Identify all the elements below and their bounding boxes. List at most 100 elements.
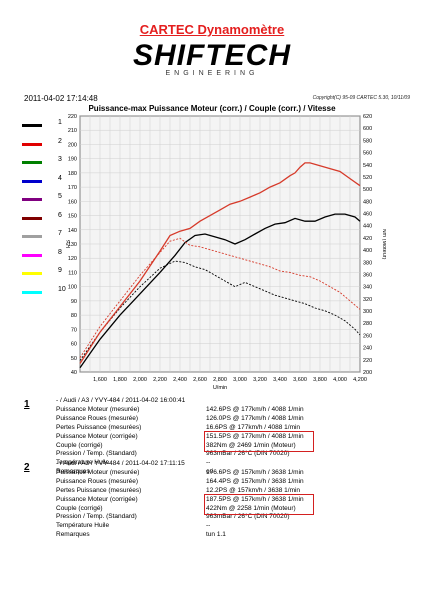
y-tick-label: 220 [68, 114, 77, 120]
legend-number: 1 [58, 119, 62, 126]
series-line [79, 213, 361, 369]
run-field-label: Puissance Moteur (mesurée) [56, 468, 140, 476]
y2-tick-label: 420 [363, 236, 372, 242]
y2-tick-label: 360 [363, 272, 372, 278]
y2-tick-label: 460 [363, 212, 372, 218]
shiftech-logo: SHIFTECH ENGINEERING [0, 39, 424, 78]
y-tick-label: 70 [71, 327, 77, 333]
logo-wordmark: SHIFTECH [133, 39, 291, 72]
y2-tick-label: 560 [363, 151, 372, 157]
y2-tick-label: 320 [363, 297, 372, 303]
y-tick-label: 160 [68, 199, 77, 205]
run-field-value: -- [206, 522, 211, 530]
run-field-value: 382Nm @ 2469 1/min (Moteur) [206, 441, 296, 449]
legend-item: 1 [18, 118, 66, 137]
run-field-label: Couple (corrigé) [56, 441, 103, 449]
legend-number: 10 [58, 285, 66, 293]
y-tick-label: 50 [71, 356, 77, 362]
y-tick-label: 190 [68, 157, 77, 163]
run-field-value: 176.6PS @ 157km/h / 3638 1/min [206, 468, 304, 476]
y2-tick-label: 240 [363, 346, 372, 352]
y-tick-label: 100 [68, 285, 77, 291]
y2-tick-label: 220 [363, 358, 372, 364]
timestamp: 2011-04-02 17:14:48 [24, 94, 98, 103]
legend-swatch [22, 179, 42, 183]
highlight-box [204, 431, 314, 452]
run-field-value: -- [206, 459, 211, 467]
y2-tick-label: 300 [363, 309, 372, 315]
series-line [79, 237, 361, 359]
x-tick-label: 4,200 [353, 377, 367, 383]
run-field-label: Pression / Temp. (Standard) [56, 513, 137, 521]
legend-item: 4 [18, 174, 66, 193]
legend-number: 6 [58, 211, 62, 219]
y2-axis-label: Nm (Moteur) [381, 229, 386, 260]
run-field-label: Température Huile [56, 459, 110, 467]
legend-item: 10 [18, 285, 66, 304]
legend-item: 6 [18, 211, 66, 230]
x-tick-label: 3,000 [233, 377, 247, 383]
y2-tick-label: 500 [363, 187, 372, 193]
run-header: - / Audi / A3 / YVY-484 / 2011-04-02 17:… [56, 460, 185, 467]
y-tick-label: 120 [68, 256, 77, 262]
chart-title: Puissance-max Puissance Moteur (corr.) /… [88, 104, 336, 113]
legend-number: 8 [58, 248, 62, 256]
run-field-value: ori [206, 468, 214, 476]
y2-tick-label: 480 [363, 199, 372, 205]
run-field-value: 422Nm @ 2258 1/min (Moteur) [206, 504, 296, 512]
run-field-value: 187.5PS @ 157km/h / 3638 1/min [206, 495, 304, 503]
x-tick-label: 3,600 [293, 377, 307, 383]
run-field-value: 16.6PS @ 177km/h / 4088 1/min [206, 423, 301, 431]
legend-swatch [22, 124, 42, 127]
run-number: 1 [24, 399, 30, 410]
y2-tick-label: 280 [363, 321, 372, 327]
y-tick-label: 200 [68, 142, 77, 148]
y2-tick-label: 260 [363, 333, 372, 339]
legend-swatch [22, 290, 42, 294]
x-tick-label: 2,600 [193, 377, 207, 383]
x-tick-label: 3,800 [313, 377, 327, 383]
run-field-value: 126.0PS @ 177km/h / 4088 1/min [206, 414, 304, 422]
x-tick-label: 3,200 [253, 377, 267, 383]
highlight-box [204, 494, 314, 515]
y2-tick-label: 200 [363, 370, 372, 376]
run-field-value: 151.5PS @ 177km/h / 4088 1/min [206, 432, 304, 440]
legend-number: 4 [58, 174, 62, 182]
y-tick-label: 170 [68, 185, 77, 191]
y-tick-label: 110 [68, 270, 77, 276]
x-tick-label: 2,000 [133, 377, 147, 383]
run-number: 2 [24, 462, 30, 473]
legend-swatch [22, 253, 42, 257]
run-field-label: Remarques [56, 468, 90, 476]
x-tick-label: 2,200 [153, 377, 167, 383]
y-tick-label: 90 [71, 299, 77, 305]
legend-swatch [22, 198, 42, 201]
legend-swatch [22, 161, 42, 164]
run-field-label: Couple (corrigé) [56, 504, 103, 512]
legend-number: 7 [58, 230, 62, 237]
y-tick-label: 130 [68, 242, 77, 248]
y-tick-label: 150 [68, 214, 77, 220]
run-field-label: Puissance Moteur (mesurée) [56, 405, 140, 413]
x-tick-label: 2,400 [173, 377, 187, 383]
report-title: CARTEC Dynamomètre [139, 22, 285, 37]
run-field-label: Pression / Temp. (Standard) [56, 450, 137, 458]
y2-tick-label: 380 [363, 260, 372, 266]
legend-swatch [22, 235, 42, 238]
legend-item: 7 [18, 229, 66, 248]
x-tick-label: 2,800 [213, 377, 227, 383]
legend-swatch [22, 142, 42, 146]
legend-number: 3 [58, 156, 62, 163]
run-field-label: Température Huile [56, 522, 110, 530]
run-field-label: Puissance Roues (mesurée) [56, 414, 139, 422]
legend-number: 9 [58, 267, 62, 274]
run-field-value: 164.4PS @ 157km/h / 3638 1/min [206, 477, 304, 485]
run-field-value: 12.2PS @ 157km/h / 3638 1/min [206, 486, 301, 494]
run-header: - / Audi / A3 / YVY-484 / 2011-04-02 16:… [56, 397, 186, 404]
y2-tick-label: 340 [363, 285, 372, 291]
x-tick-label: 4,000 [333, 377, 347, 383]
y-tick-label: 60 [71, 342, 77, 348]
legend-number: 2 [58, 137, 62, 145]
legend-item: 2 [18, 137, 66, 156]
y-tick-label: 40 [71, 370, 77, 376]
